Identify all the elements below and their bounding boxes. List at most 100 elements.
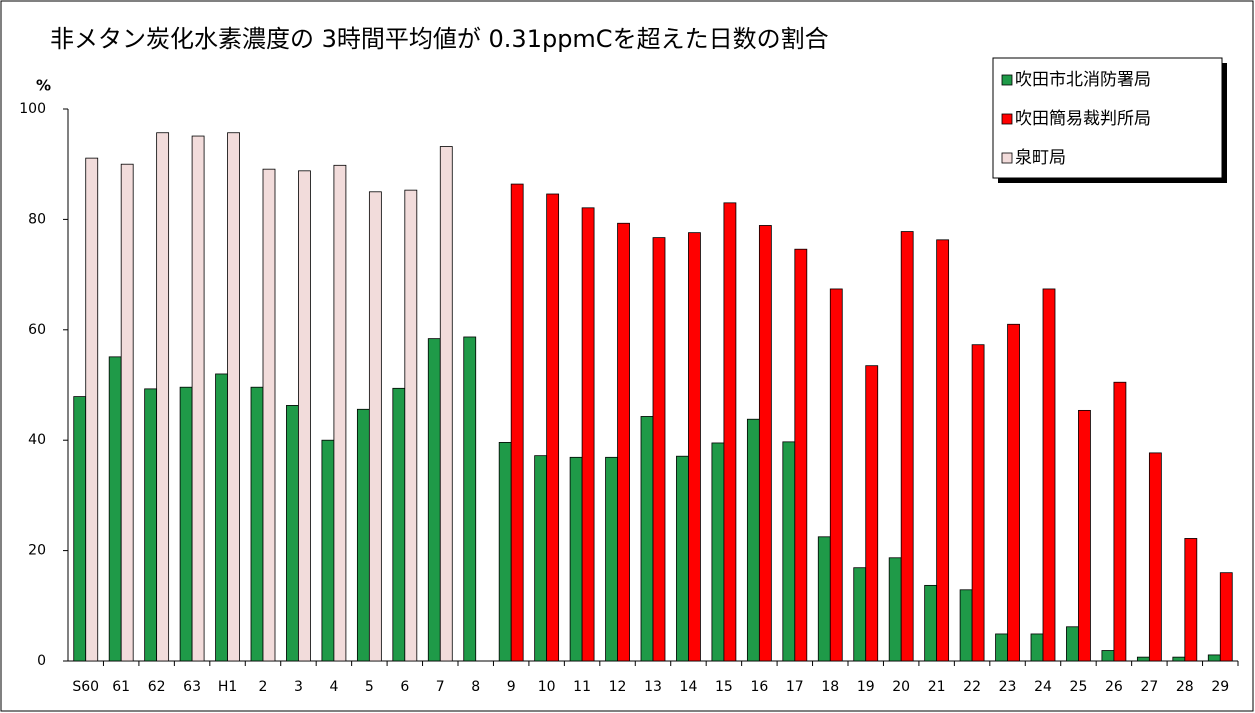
bar (652, 237, 666, 662)
bar (971, 344, 985, 662)
x-tick-label: 26 (1105, 679, 1123, 695)
bar (605, 456, 618, 662)
bar (1136, 656, 1150, 662)
bar (900, 231, 914, 662)
bar (227, 132, 240, 662)
bar (865, 365, 879, 662)
bar (368, 191, 382, 662)
x-tick-label: 14 (680, 679, 698, 695)
bar (404, 189, 418, 662)
x-tick-label: 25 (1070, 679, 1088, 695)
bar (569, 456, 583, 662)
bar (1078, 409, 1091, 662)
y-tick-label: 40 (28, 432, 46, 448)
bar (711, 442, 725, 662)
y-axis-label: % (36, 77, 51, 95)
bar (794, 248, 808, 662)
bar (758, 225, 772, 662)
bar (463, 336, 477, 662)
bar (546, 193, 560, 662)
legend-swatch (1001, 74, 1013, 86)
bar (936, 239, 950, 662)
bar (534, 455, 548, 662)
bar (1148, 452, 1162, 662)
x-tick-label: 23 (999, 679, 1017, 695)
x-tick-label: 3 (294, 679, 303, 695)
x-tick-label: 18 (821, 679, 839, 695)
bar (510, 183, 524, 662)
bar (1184, 538, 1198, 662)
bar (617, 222, 630, 662)
bar (853, 567, 867, 662)
x-tick-label: 61 (112, 679, 130, 695)
x-tick-label: 27 (1140, 679, 1158, 695)
bar (1066, 626, 1079, 662)
bar (85, 157, 99, 662)
x-tick-label: 7 (436, 679, 445, 695)
bar (888, 557, 902, 662)
bar (995, 633, 1008, 662)
bar (1113, 381, 1127, 662)
x-tick-label: 17 (786, 679, 804, 695)
x-tick-label: H1 (218, 679, 237, 695)
bar (250, 386, 264, 662)
legend-label: 泉町局 (1015, 148, 1066, 168)
bar (215, 373, 228, 662)
x-tick-label: 20 (892, 679, 910, 695)
bar (959, 589, 973, 662)
x-tick-label: 21 (928, 679, 946, 695)
bar (356, 408, 370, 662)
bar (581, 207, 595, 662)
bar (298, 170, 311, 662)
x-tick-label: 28 (1176, 679, 1194, 695)
x-tick-label: 10 (538, 679, 556, 695)
bar (498, 442, 512, 662)
bar (1172, 656, 1186, 662)
y-tick-label: 80 (28, 211, 46, 227)
bar (321, 439, 335, 662)
bar (688, 232, 701, 662)
bar (286, 405, 299, 662)
x-tick-label: 63 (183, 679, 201, 695)
x-tick-label: 11 (573, 679, 591, 695)
bar (439, 146, 453, 662)
legend-label: 吹田簡易裁判所局 (1015, 109, 1151, 129)
x-tick-label: S60 (72, 679, 99, 695)
y-tick-label: 60 (28, 322, 46, 338)
bar (191, 135, 205, 662)
bar (1042, 288, 1056, 662)
bar (156, 132, 170, 662)
x-tick-label: 13 (644, 679, 662, 695)
x-tick-label: 8 (471, 679, 480, 695)
bar (73, 396, 87, 662)
legend-label: 吹田市北消防署局 (1015, 70, 1151, 90)
bar (817, 536, 831, 662)
bar (262, 168, 276, 662)
x-tick-label: 4 (329, 679, 338, 695)
bar (108, 356, 122, 662)
bar (723, 202, 737, 662)
bar (1207, 654, 1221, 662)
x-tick-label: 22 (963, 679, 981, 695)
bar (640, 416, 654, 662)
bar (746, 418, 760, 662)
bar (144, 388, 158, 662)
x-tick-label: 29 (1211, 679, 1229, 695)
x-tick-label: 15 (715, 679, 733, 695)
bar (120, 163, 134, 662)
bar (676, 455, 689, 662)
x-tick-label: 12 (609, 679, 627, 695)
bar (333, 164, 347, 662)
bar (924, 584, 938, 662)
bar (392, 387, 406, 662)
y-tick-label: 20 (28, 543, 46, 559)
bar (829, 288, 843, 662)
bar (782, 441, 796, 662)
x-tick-label: 16 (750, 679, 768, 695)
y-tick-label: 100 (19, 101, 46, 117)
x-tick-label: 5 (365, 679, 374, 695)
y-tick-label: 0 (37, 653, 46, 669)
bar (1219, 572, 1233, 662)
x-tick-label: 9 (507, 679, 516, 695)
